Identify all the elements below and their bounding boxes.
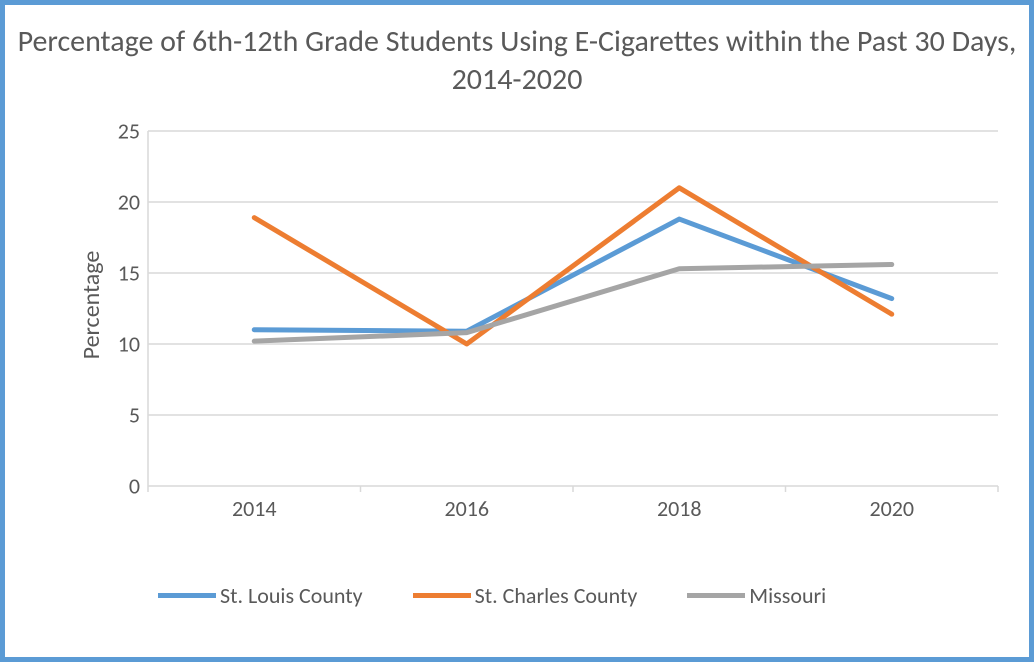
legend-label: St. Charles County	[475, 582, 638, 609]
chart-title: Percentage of 6th-12th Grade Students Us…	[5, 23, 1029, 98]
legend-swatch	[413, 593, 471, 598]
x-tick-label: 2016	[444, 495, 489, 522]
y-tick-label: 25	[100, 118, 140, 145]
legend-swatch	[687, 593, 745, 598]
x-tick-label: 2018	[657, 495, 702, 522]
legend: St. Louis County St. Charles County Missou…	[148, 565, 1008, 625]
x-tick-labels: 2014 2016 2018 2020	[148, 495, 998, 525]
x-tick-label: 2014	[232, 495, 277, 522]
y-tick-label: 20	[100, 189, 140, 216]
plot-svg	[148, 131, 998, 486]
chart-container: Percentage of 6th-12th Grade Students Us…	[0, 0, 1034, 662]
y-tick-label: 5	[100, 402, 140, 429]
y-tick-label: 10	[100, 331, 140, 358]
y-tick-label: 15	[100, 260, 140, 287]
legend-item: St. Louis County	[158, 582, 363, 609]
y-tick-labels: 0510152025	[100, 131, 140, 486]
legend-label: Missouri	[749, 582, 826, 609]
y-tick-label: 0	[100, 473, 140, 500]
x-tick-label: 2020	[869, 495, 914, 522]
legend-item: St. Charles County	[413, 582, 638, 609]
legend-swatch	[158, 593, 216, 598]
legend-item: Missouri	[687, 582, 826, 609]
legend-label: St. Louis County	[220, 582, 363, 609]
plot-area	[148, 131, 998, 486]
